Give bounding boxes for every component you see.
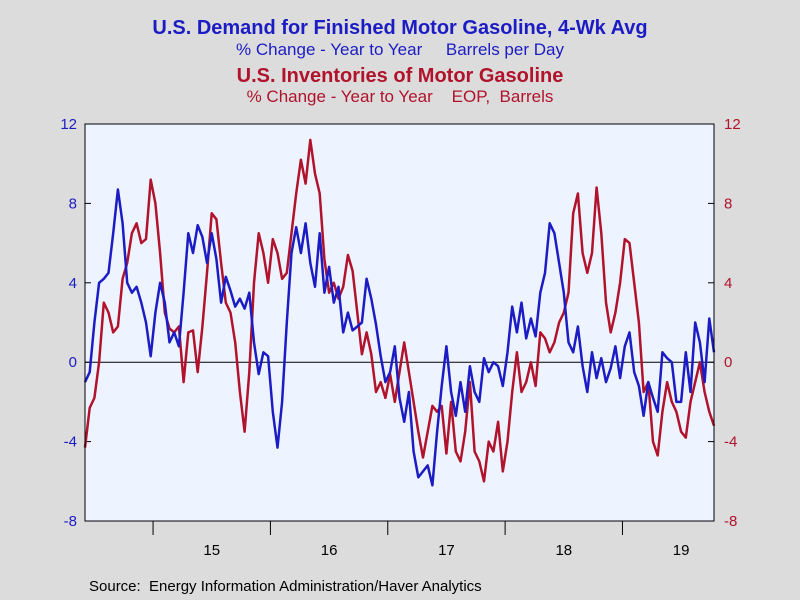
demand-series-subtitle: % Change - Year to Year Barrels per Day	[236, 40, 564, 59]
left-axis-tick-label: -8	[64, 513, 77, 530]
right-axis-tick-label: 4	[724, 275, 732, 292]
axis-labels: -8 -4 0 4 8 12 -8 -4 0 4 8 12 15 16 17 18 19	[60, 116, 740, 559]
plot-border	[84, 123, 715, 522]
inventory-series-title: U.S. Inventories of Motor Gasoline	[236, 65, 564, 87]
left-axis-tick-label: 0	[69, 354, 77, 371]
demand-series-title: U.S. Demand for Finished Motor Gasoline,…	[152, 17, 648, 39]
source-note: Source: Energy Information Administratio…	[89, 578, 482, 595]
right-axis-tick-label: -8	[724, 513, 737, 530]
right-axis-tick-label: 8	[724, 195, 732, 212]
inventory-series-line	[83, 138, 716, 483]
x-axis-tick-label: 19	[673, 542, 690, 559]
left-axis-tick-label: 8	[69, 195, 77, 212]
x-axis-tick-label: 15	[203, 542, 220, 559]
x-axis-tick-label: 18	[555, 542, 572, 559]
left-axis-tick-label: 4	[69, 275, 77, 292]
right-axis-tick-label: -4	[724, 434, 737, 451]
x-axis-tick-label: 16	[321, 542, 338, 559]
inventory-series-subtitle: % Change - Year to Year EOP, Barrels	[246, 87, 554, 106]
right-axis-tick-label: 0	[724, 354, 732, 371]
left-axis-tick-label: -4	[64, 434, 77, 451]
demand-series-line	[83, 188, 716, 487]
plot-area	[85, 124, 714, 521]
right-axis-tick-label: 12	[724, 116, 741, 133]
left-axis-tick-label: 12	[60, 116, 77, 133]
x-axis-tick-label: 17	[438, 542, 455, 559]
series-lines	[83, 138, 716, 487]
